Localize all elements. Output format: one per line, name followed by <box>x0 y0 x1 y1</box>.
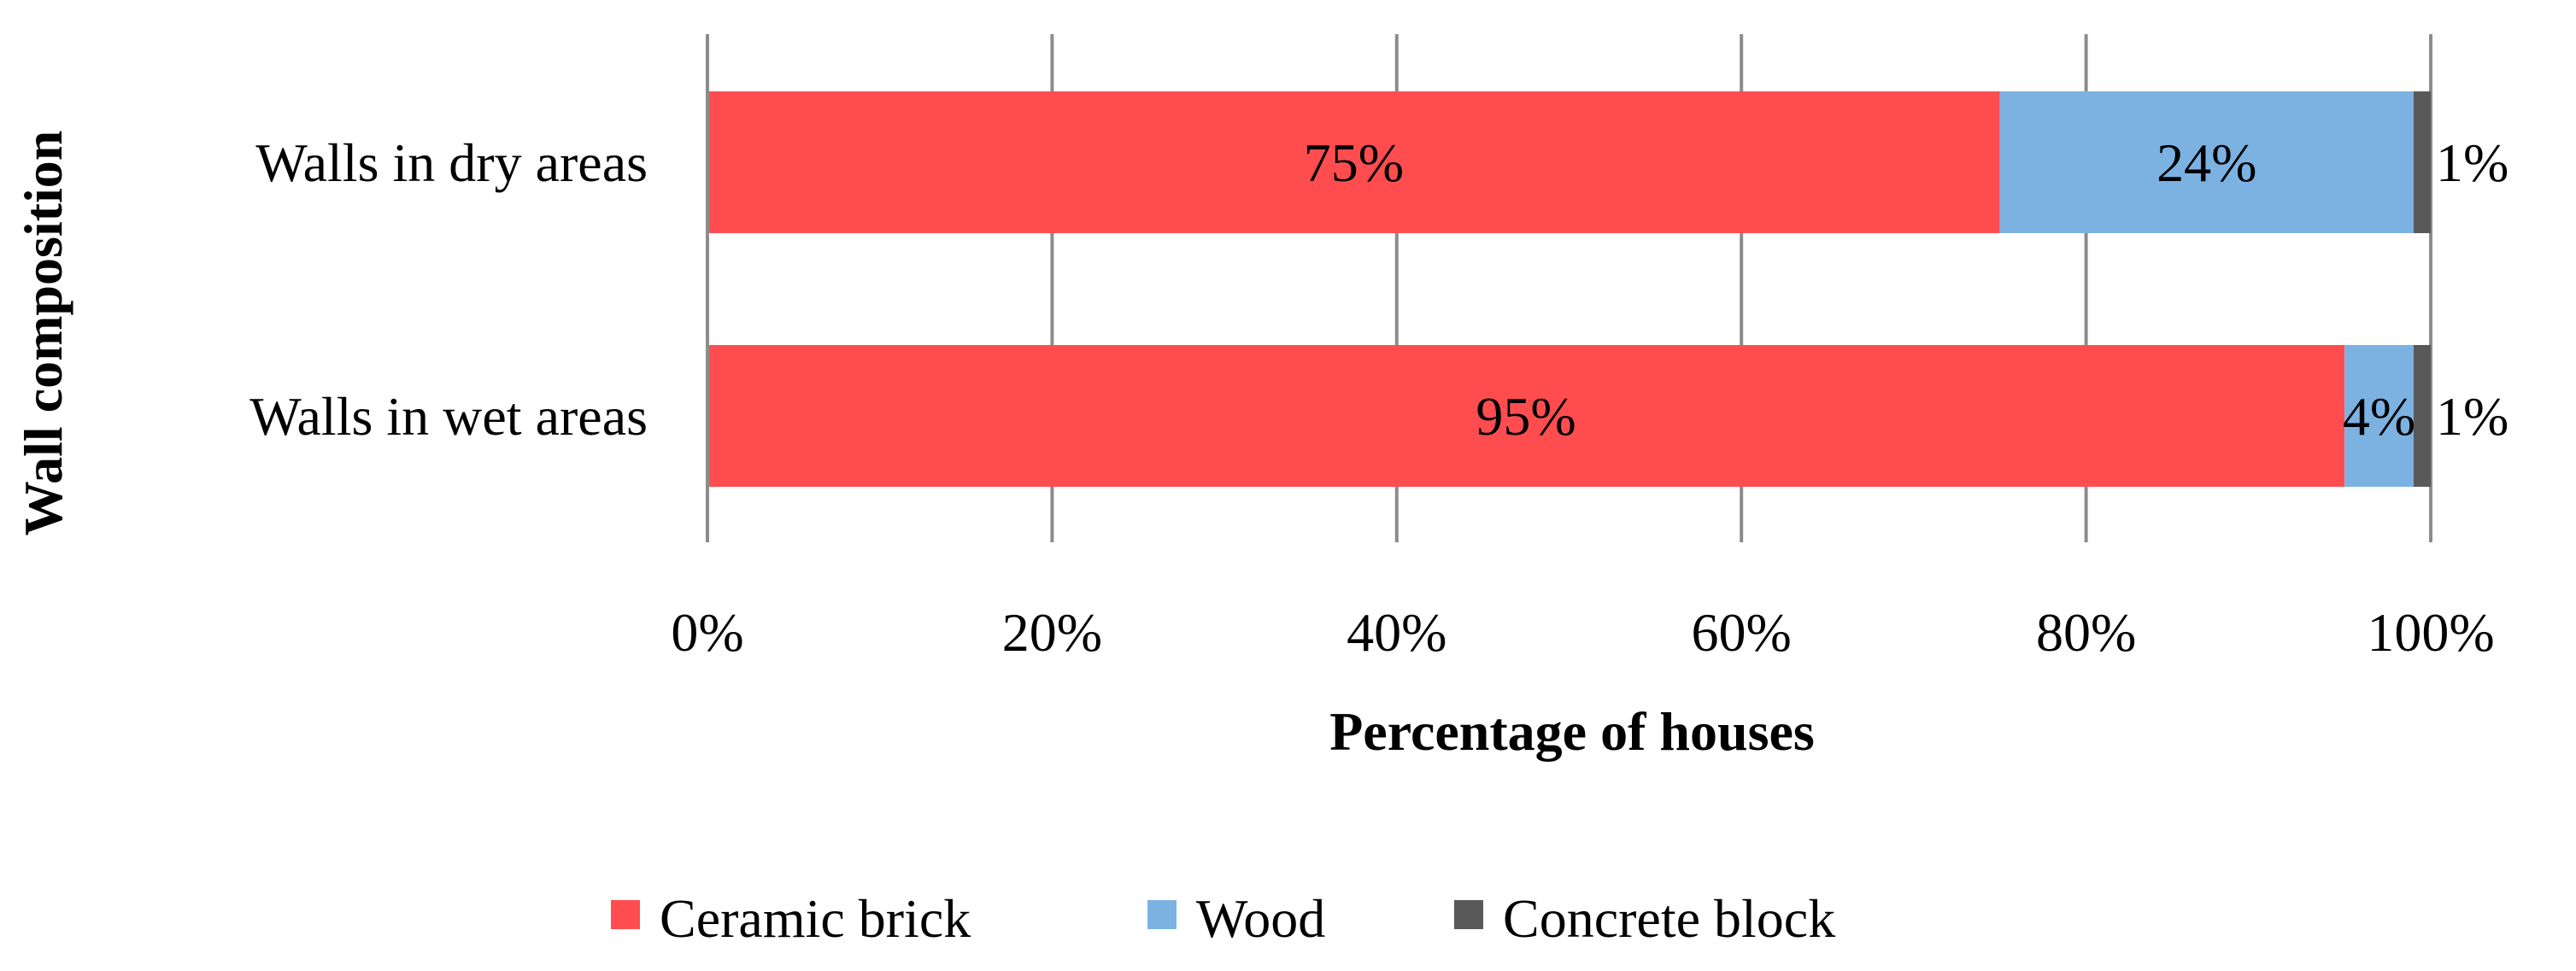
bar-segment <box>2413 345 2431 487</box>
data-label: 1% <box>2436 132 2509 193</box>
data-label: 95% <box>1476 386 1576 447</box>
y-tick-label: Walls in wet areas <box>249 386 648 447</box>
legend-swatch <box>1147 900 1177 929</box>
bar-segment <box>2413 91 2431 233</box>
data-label: 1% <box>2436 386 2509 447</box>
x-axis-title: Percentage of houses <box>1329 701 1815 762</box>
bar-segment <box>707 345 2345 487</box>
data-label: 4% <box>2343 386 2415 447</box>
legend-label: Ceramic brick <box>660 888 971 949</box>
data-label: 75% <box>1304 132 1404 193</box>
legend: Ceramic brick Wood Concrete block <box>611 888 1835 949</box>
legend-label: Wood <box>1196 888 1325 949</box>
x-tick-label: 100% <box>2367 602 2494 663</box>
bar-segment <box>1999 91 2414 233</box>
x-tick-label: 20% <box>1002 602 1102 663</box>
bars <box>707 91 2431 487</box>
y-axis-title: Wall composition <box>13 131 73 536</box>
axes: Wall composition Percentage of houses 0%… <box>13 34 2495 762</box>
x-tick-label: 60% <box>1692 602 1792 663</box>
x-tick-label: 80% <box>2036 602 2136 663</box>
legend-label: Concrete block <box>1503 888 1835 949</box>
x-tick-label: 0% <box>671 602 743 663</box>
legend-swatch <box>1454 900 1483 929</box>
y-tick-label: Walls in dry areas <box>255 132 648 193</box>
legend-swatch <box>611 900 640 929</box>
x-tick-label: 40% <box>1347 602 1446 663</box>
bar-segment <box>2344 345 2414 487</box>
data-label: 24% <box>2156 132 2256 193</box>
data-labels: 75% 24% 1% 95% 4% 1% <box>1304 132 2509 447</box>
bar-segment <box>707 91 2000 233</box>
